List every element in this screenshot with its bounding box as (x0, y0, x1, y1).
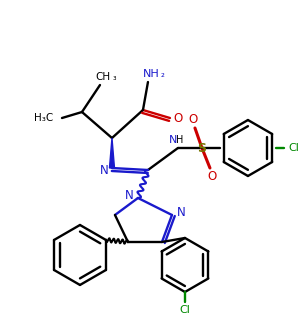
Text: N: N (169, 135, 177, 145)
Text: H: H (176, 135, 184, 145)
Text: Cl: Cl (179, 305, 191, 315)
Text: N: N (100, 165, 108, 177)
Text: H₃C: H₃C (34, 113, 54, 123)
Text: O: O (188, 112, 198, 126)
Text: NH: NH (142, 69, 159, 79)
Text: N: N (124, 189, 133, 203)
Text: O: O (173, 111, 183, 125)
Text: ₂: ₂ (161, 69, 165, 79)
Text: O: O (207, 170, 217, 184)
Polygon shape (110, 138, 115, 168)
Text: ₃: ₃ (112, 72, 116, 81)
Text: N: N (177, 206, 185, 220)
Text: CH: CH (95, 72, 110, 82)
Text: Cl: Cl (289, 143, 299, 153)
Text: S: S (197, 141, 206, 155)
